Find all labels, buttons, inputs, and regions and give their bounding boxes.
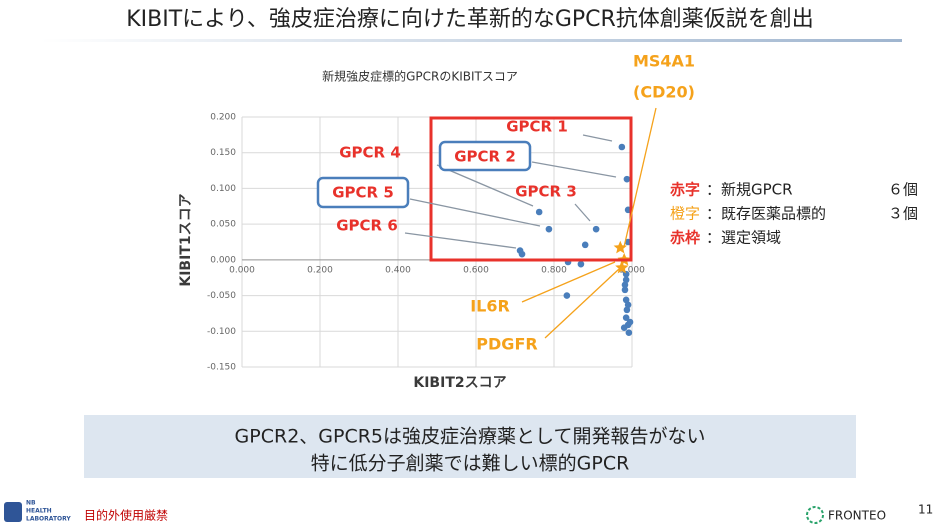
x-axis-label: KIBIT2スコア bbox=[413, 375, 506, 391]
chart-title: 新規強皮症標的GPCRのKIBITスコア bbox=[322, 69, 518, 84]
footer-logo: NB HEALTH LABORATORY bbox=[4, 500, 71, 523]
logo-text: NB bbox=[26, 500, 36, 507]
point bbox=[563, 292, 571, 299]
annotation: PDGFR bbox=[476, 335, 537, 354]
annotation: GPCR 3 bbox=[515, 183, 577, 201]
selected-region bbox=[429, 116, 633, 262]
point bbox=[592, 225, 600, 233]
annotation: GPCR 6 bbox=[336, 217, 398, 235]
y-tick-label: -0.100 bbox=[207, 327, 236, 337]
note-text: ：新規GPCR bbox=[706, 181, 793, 199]
company: FRONTEO bbox=[828, 509, 886, 523]
point bbox=[625, 329, 633, 337]
point bbox=[518, 250, 526, 258]
annotation: GPCR 1 bbox=[506, 118, 568, 136]
y-tick-label: 0.200 bbox=[210, 113, 236, 123]
note-key: 橙字 bbox=[670, 205, 700, 223]
y-axis-label: KIBIT1スコア bbox=[178, 193, 194, 286]
note-text: ：選定領域 bbox=[706, 229, 781, 247]
point bbox=[545, 225, 553, 233]
point bbox=[623, 175, 631, 183]
logo-text: HEALTH bbox=[26, 508, 52, 515]
point bbox=[535, 208, 543, 216]
y-tick-label: 0.150 bbox=[210, 148, 236, 158]
annotation: GPCR 5 bbox=[332, 184, 394, 202]
point bbox=[618, 143, 626, 151]
point bbox=[622, 296, 630, 304]
point bbox=[621, 281, 629, 289]
y-tick-label: -0.050 bbox=[207, 291, 236, 301]
point bbox=[622, 270, 630, 278]
point bbox=[620, 324, 628, 332]
summary-box bbox=[84, 415, 856, 478]
x-tick-label: 0.200 bbox=[307, 265, 333, 275]
x-tick-label: 0.000 bbox=[229, 265, 255, 275]
point bbox=[577, 260, 585, 268]
note-count: ６個 bbox=[888, 181, 918, 199]
note-key: 赤字 bbox=[670, 181, 700, 199]
annotation: IL6R bbox=[470, 297, 510, 316]
y-tick-label: 0.000 bbox=[210, 255, 236, 265]
y-tick-label: 0.050 bbox=[210, 220, 236, 230]
point bbox=[623, 306, 631, 314]
annotation: MS4A1 bbox=[633, 52, 695, 71]
x-tick-label: 0.800 bbox=[541, 265, 567, 275]
point bbox=[626, 318, 634, 326]
point bbox=[613, 240, 627, 254]
company-mark bbox=[806, 506, 824, 524]
callouts bbox=[316, 107, 657, 339]
annotation: (CD20) bbox=[633, 83, 695, 102]
point bbox=[624, 301, 632, 309]
summary-line: 特に低分子創薬では難しい標的GPCR bbox=[311, 453, 630, 475]
notice: 目的外使用厳禁 bbox=[84, 508, 168, 523]
summary-line: GPCR2、GPCR5は強皮症治療薬として開発報告がない bbox=[235, 426, 706, 448]
y-tick-label: 0.100 bbox=[210, 184, 236, 194]
annotation: GPCR 4 bbox=[339, 144, 401, 162]
slide-title: KIBITにより、強皮症治療に向けた革新的なGPCR抗体創薬仮説を創出 bbox=[126, 7, 814, 32]
note-text: ：既存医薬品標的 bbox=[706, 205, 826, 223]
point bbox=[622, 314, 630, 322]
x-tick-label: 0.600 bbox=[463, 265, 489, 275]
x-tick-label: 1.000 bbox=[619, 265, 645, 275]
point bbox=[581, 241, 589, 249]
x-tick-label: 0.400 bbox=[385, 265, 411, 275]
note-key: 赤枠 bbox=[670, 229, 700, 247]
point bbox=[622, 276, 630, 284]
point bbox=[621, 286, 629, 294]
page-number: 11 bbox=[918, 503, 933, 517]
y-tick-label: -0.150 bbox=[207, 363, 236, 373]
note-count: ３個 bbox=[888, 205, 918, 223]
logo-text: LABORATORY bbox=[26, 516, 71, 523]
annotation: GPCR 2 bbox=[454, 148, 516, 166]
notes: 赤字 ：新規GPCR ６個 橙字 ：既存医薬品標的 ３個 赤枠 ：選定領域 bbox=[670, 181, 918, 247]
title-rule bbox=[40, 39, 902, 42]
